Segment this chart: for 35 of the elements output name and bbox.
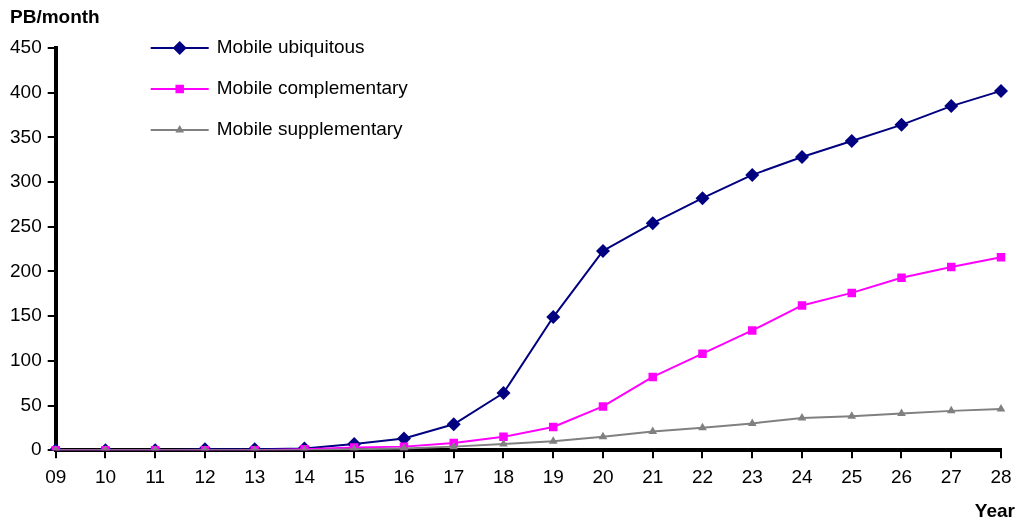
y-tick-label: 400 [10, 80, 42, 102]
x-tick-label: 22 [691, 465, 714, 487]
x-tick-label: 15 [343, 465, 365, 487]
x-tick-label: 21 [642, 465, 664, 487]
x-tick-label: 12 [194, 465, 216, 487]
x-tick-label: 09 [45, 465, 67, 487]
x-tick-label: 13 [244, 465, 266, 487]
y-tick-label: 450 [10, 36, 42, 58]
y-tick-label: 150 [10, 304, 42, 326]
x-tick-label: 19 [542, 465, 564, 487]
x-tick-label: 28 [990, 465, 1012, 487]
x-tick-label: 23 [741, 465, 763, 487]
x-tick-label: 24 [791, 465, 813, 487]
x-tick-label: 14 [293, 465, 316, 487]
x-tick-label: 11 [145, 465, 166, 487]
legend-label: Mobile supplementary [216, 118, 404, 140]
x-tick-label: 10 [94, 465, 117, 487]
x-tick-label: 26 [890, 465, 913, 487]
x-tick-label: 25 [841, 465, 863, 487]
y-tick-label: 100 [10, 349, 42, 371]
legend-label: Mobile complementary [216, 77, 409, 99]
x-tick-label: 17 [443, 465, 465, 487]
x-tick-label: 16 [393, 465, 415, 487]
legend-label: Mobile ubiquitous [216, 36, 365, 58]
x-axis-title: Year [974, 500, 1015, 522]
x-tick-label: 27 [940, 465, 962, 487]
y-axis-title: PB/month [10, 6, 100, 28]
y-tick-label: 50 [20, 393, 42, 415]
y-tick-label: 350 [10, 125, 42, 147]
x-tick-label: 20 [592, 465, 614, 487]
x-tick-label: 18 [492, 465, 515, 487]
y-tick-label: 250 [10, 214, 42, 236]
y-tick-label: 200 [10, 259, 42, 281]
y-tick-label: 300 [10, 170, 42, 192]
y-tick-label: 0 [31, 438, 42, 460]
